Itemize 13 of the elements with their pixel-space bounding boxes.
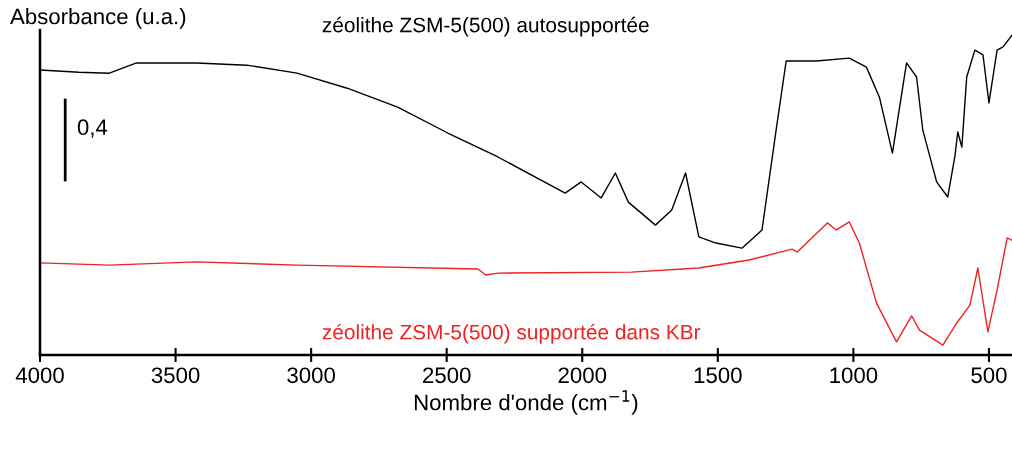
x-tick-label: 3500 [151, 367, 200, 384]
x-tick-label: 3000 [287, 367, 335, 384]
x-axis-title: Nombre d'onde (cm$^{−1}$) [414, 390, 638, 415]
x-tick-label: 2000 [558, 367, 607, 384]
x-tick-label: 4000 [15, 367, 64, 384]
x-tick-label: 500 [971, 367, 1007, 384]
x-tick-label: 2500 [423, 367, 471, 384]
text: zéolithe ZSM-5(500) autosupportée [322, 16, 649, 37]
text: zéolithe ZSM-5(500) supportée dans KBr [322, 323, 701, 344]
y-axis-title: Absorbance (u.a.) [10, 8, 186, 29]
x-tick-label: 1000 [830, 367, 878, 384]
annotation: 0,4 [77, 119, 108, 138]
x-tick-label: 1500 [694, 367, 742, 384]
